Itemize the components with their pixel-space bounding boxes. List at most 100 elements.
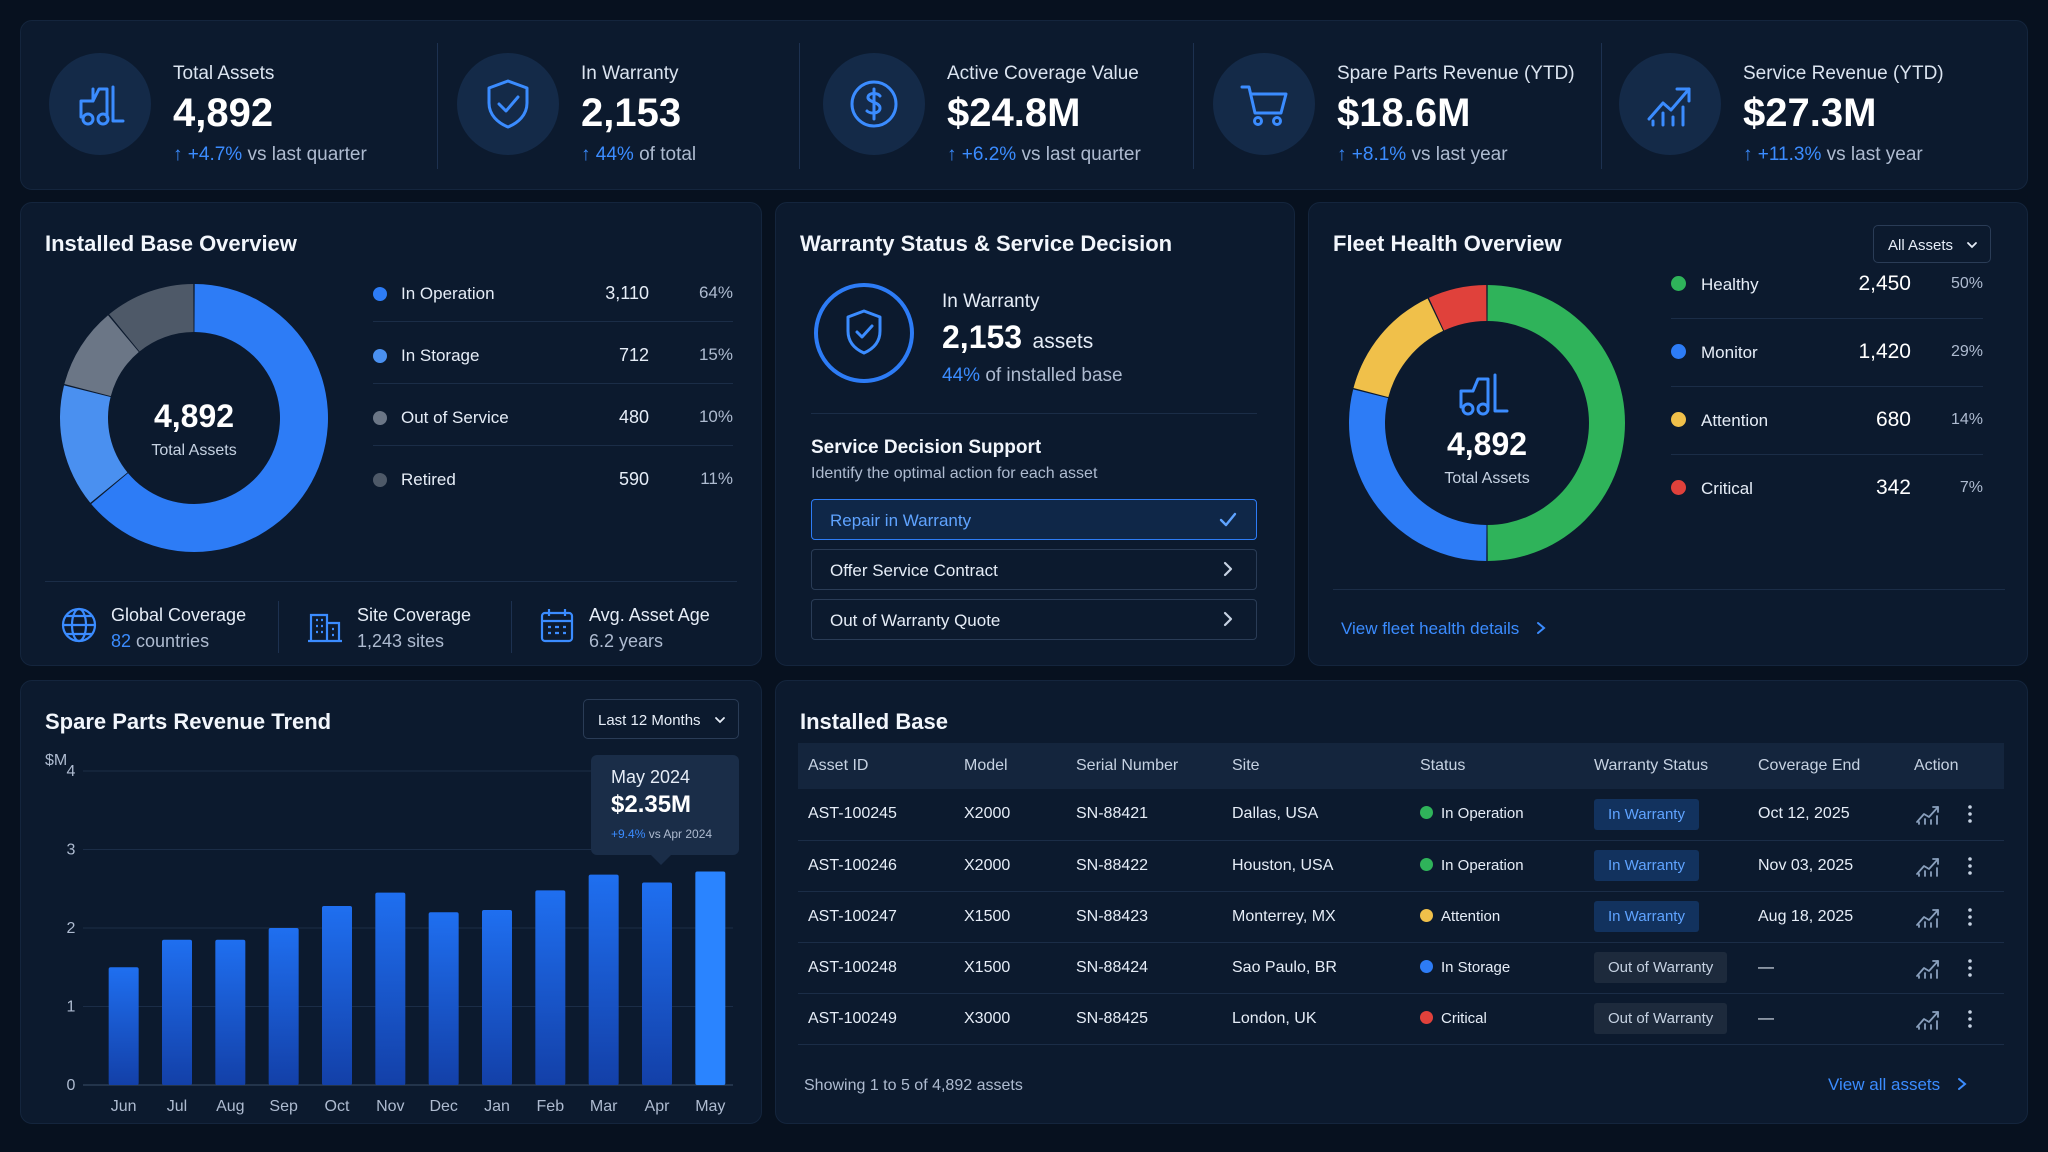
x-tick-label: Dec	[429, 1098, 457, 1115]
legend-count: 342	[1875, 476, 1911, 499]
more-options-icon[interactable]	[1964, 1007, 1976, 1031]
serial-cell: SN-88425	[1066, 993, 1222, 1045]
option-label: Out of Warranty Quote	[830, 611, 1001, 630]
table-row[interactable]: AST-100246 X2000 SN-88422 Houston, USA In Op…	[798, 840, 2004, 892]
legend-row-attention: Attention 680 14%	[1671, 387, 1983, 455]
legend-count: 1,420	[1858, 340, 1911, 363]
bar-jul[interactable]	[162, 939, 192, 1085]
legend-label: Retired	[401, 470, 456, 489]
legend-pct: 7%	[1959, 479, 1983, 496]
repair-in-warranty-button[interactable]: Repair in Warranty	[811, 499, 1257, 540]
asset-filter-dropdown[interactable]: All Assets	[1873, 225, 1991, 263]
option-label: Offer Service Contract	[830, 561, 998, 580]
column-header[interactable]: Asset ID	[808, 757, 869, 774]
table-row[interactable]: AST-100245 X2000 SN-88421 Dallas, USA In Ope…	[798, 789, 2004, 841]
more-options-icon[interactable]	[1964, 905, 1976, 929]
bar-nov[interactable]	[375, 892, 406, 1085]
spare-parts-bar-chart: $M 0 1 2 3 4 Jun Jul Aug Sep Oct Nov Dec Jan Feb Mar A…	[45, 752, 733, 1115]
y-tick-label: 2	[67, 920, 76, 937]
bar-dec[interactable]	[428, 912, 459, 1085]
coverage-end-cell: Nov 03, 2025	[1748, 840, 1904, 892]
legend-row-monitor: Monitor 1,420 29%	[1671, 319, 1983, 387]
column-header[interactable]: Warranty Status	[1594, 757, 1709, 774]
installed-base-overview-card: Installed Base Overview 4,892 Total Asse…	[20, 202, 762, 666]
status-dot	[1420, 857, 1433, 871]
warranty-badge: In Warranty	[1594, 901, 1699, 932]
shield-check-icon	[457, 53, 559, 155]
legend-row-in-storage: In Storage 712 15%	[373, 323, 733, 384]
legend-pct: 11%	[700, 469, 733, 488]
bar-sep[interactable]	[268, 928, 299, 1085]
bar-mar[interactable]	[588, 874, 619, 1085]
donut-center-value: 4,892	[1447, 426, 1527, 462]
legend-count: 590	[618, 469, 649, 489]
offer-service-contract-button[interactable]: Offer Service Contract	[811, 549, 1257, 590]
status-dot	[1671, 276, 1686, 291]
column-header[interactable]: Coverage End	[1758, 757, 1861, 774]
kpi-bar: Total Assets 4,892 ↑ +4.7% vs last quart…	[20, 20, 2028, 190]
analytics-icon[interactable]	[1914, 905, 1942, 929]
donut-center-label: Total Assets	[151, 442, 236, 459]
donut-center-label: Total Assets	[1444, 470, 1529, 487]
bar-jan[interactable]	[482, 909, 512, 1085]
decision-subtitle: Identify the optimal action for each ass…	[811, 465, 1098, 482]
more-options-icon[interactable]	[1964, 854, 1976, 878]
legend-count: 680	[1875, 408, 1911, 431]
column-header: Action	[1914, 757, 1959, 774]
action-cell	[1904, 789, 2004, 841]
tooltip-delta: +9.4% vs Apr 2024	[611, 827, 713, 841]
bar-aug[interactable]	[215, 939, 246, 1085]
column-header[interactable]: Site	[1232, 757, 1260, 774]
bar-jun[interactable]	[108, 967, 139, 1085]
kpi-spare-parts-revenue: Spare Parts Revenue (YTD) $18.6M ↑ +8.1%…	[1185, 21, 1605, 191]
warranty-badge: Out of Warranty	[1594, 1003, 1728, 1034]
view-all-assets-link[interactable]: View all assets	[1828, 1075, 1969, 1095]
bar-may[interactable]	[695, 871, 726, 1085]
date-range-dropdown[interactable]: Last 12 Months	[583, 699, 739, 739]
table-row[interactable]: AST-100249 X3000 SN-88425 London, UK Critica…	[798, 993, 2004, 1045]
x-tick-label: Jan	[484, 1098, 510, 1115]
asset-id-cell: AST-100248	[798, 942, 954, 994]
more-options-icon[interactable]	[1964, 956, 1976, 980]
kpi-label: Total Assets	[173, 63, 275, 84]
model-cell: X2000	[954, 789, 1066, 841]
column-header[interactable]: Model	[964, 757, 1008, 774]
stat-value: 82 countries	[111, 631, 210, 651]
legend-pct: 14%	[1950, 411, 1983, 428]
status-dot	[1671, 480, 1686, 495]
warranty-count: 2,153 assets	[942, 319, 1094, 355]
table-row[interactable]: AST-100248 X1500 SN-88424 Sao Paulo, BR In S…	[798, 942, 2004, 994]
bar-oct[interactable]	[322, 906, 352, 1085]
more-options-icon[interactable]	[1964, 802, 1976, 826]
legend-pct: 50%	[1950, 275, 1983, 292]
out-of-warranty-quote-button[interactable]: Out of Warranty Quote	[811, 599, 1257, 640]
cart-icon	[1213, 53, 1315, 155]
warranty-badge: Out of Warranty	[1594, 952, 1728, 983]
table-row[interactable]: AST-100247 X1500 SN-88423 Monterrey, MX Atte…	[798, 891, 2004, 943]
column-header[interactable]: Status	[1420, 757, 1466, 774]
view-fleet-health-link[interactable]: View fleet health details	[1341, 619, 1548, 639]
card-title: Spare Parts Revenue Trend	[45, 709, 332, 734]
calendar-icon	[540, 609, 574, 643]
bar-apr[interactable]	[642, 882, 672, 1085]
option-label: Repair in Warranty	[830, 511, 972, 530]
legend-count: 2,450	[1858, 272, 1911, 295]
legend-row-in-operation: In Operation 3,110 64%	[373, 261, 733, 322]
analytics-icon[interactable]	[1914, 956, 1942, 980]
analytics-icon[interactable]	[1914, 802, 1942, 826]
kpi-total-assets: Total Assets 4,892 ↑ +4.7% vs last quart…	[21, 21, 441, 191]
donut-slice-critical	[1428, 285, 1487, 331]
column-header[interactable]: Serial Number	[1076, 757, 1179, 774]
bar-feb[interactable]	[535, 890, 566, 1085]
status-cell: In Storage	[1410, 942, 1584, 994]
y-tick-label: 0	[67, 1077, 76, 1094]
x-tick-label: Jul	[167, 1098, 187, 1115]
analytics-icon[interactable]	[1914, 1007, 1942, 1031]
coverage-end-cell: Oct 12, 2025	[1748, 789, 1904, 841]
analytics-icon[interactable]	[1914, 854, 1942, 878]
kpi-label: In Warranty	[581, 63, 679, 84]
warranty-cell: In Warranty	[1584, 789, 1748, 841]
divider	[811, 413, 1257, 414]
kpi-value: $24.8M	[947, 91, 1081, 135]
model-cell: X1500	[954, 942, 1066, 994]
